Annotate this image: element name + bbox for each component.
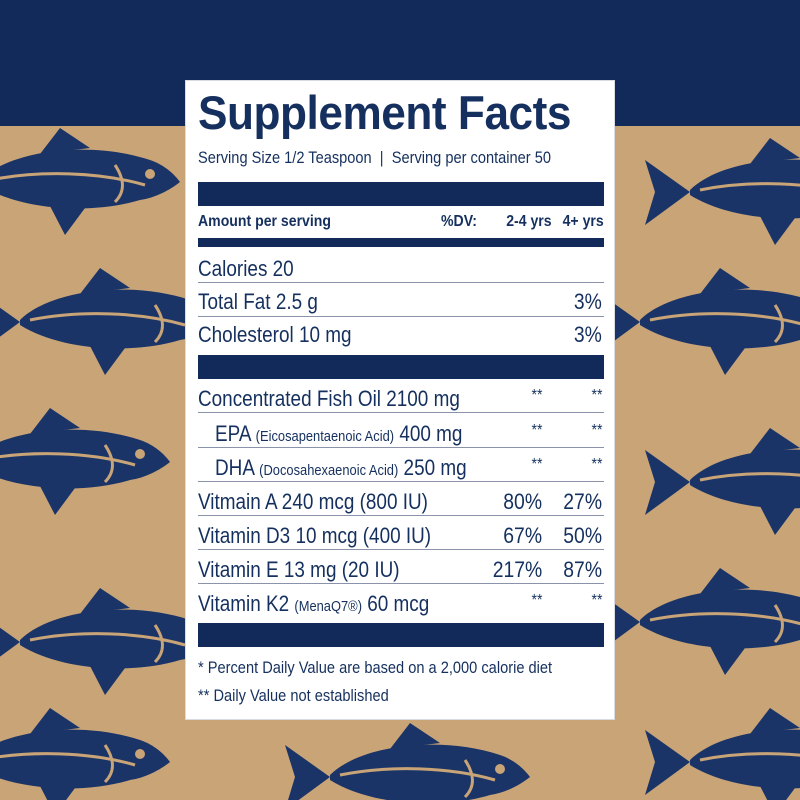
nutrient-label: Vitamin D3 10 mcg (400 IU): [198, 525, 431, 547]
fish-icon: [593, 266, 800, 377]
nutrient-label: Concentrated Fish Oil 2100 mg: [198, 388, 460, 410]
fish-icon: [643, 706, 800, 800]
row-divider: [198, 447, 604, 448]
nutrient-label: Vitamin E 13 mg (20 IU): [198, 559, 400, 581]
dv-4-plus-yrs: **: [591, 592, 602, 609]
fish-icon: [0, 706, 172, 800]
nutrient-name: Cholesterol 10 mg: [198, 322, 352, 347]
nutrient-row: EPA (Eicosapentaenoic Acid) 400 mg ** **: [198, 415, 604, 445]
fish-icon: [0, 406, 172, 517]
nutrient-name: EPA: [215, 421, 256, 446]
nutrient-name: Vitamin E 13 mg (20 IU): [198, 557, 400, 582]
footnote: * Percent Daily Value are based on a 2,0…: [198, 658, 553, 677]
divider-bar: [198, 238, 604, 247]
nutrient-label: DHA (Docosahexaenoic Acid) 250 mg: [215, 457, 467, 479]
nutrient-row: Vitamin D3 10 mcg (400 IU) 67% 50%: [198, 517, 604, 547]
dv-4-plus-yrs: **: [591, 456, 602, 473]
row-divider: [198, 282, 604, 283]
nutrient-name: Vitmain A 240 mcg (800 IU): [198, 489, 428, 514]
header-col1: 2-4 yrs: [506, 213, 552, 230]
footnote: ** Daily Value not established: [198, 686, 389, 705]
row-divider: [198, 583, 604, 584]
nutrient-row: DHA (Docosahexaenoic Acid) 250 mg ** **: [198, 449, 604, 479]
header-col2: 4+ yrs: [562, 213, 604, 230]
dv-4-plus-yrs: 27%: [563, 489, 602, 514]
nutrient-row: Vitmain A 240 mcg (800 IU) 80% 27%: [198, 483, 604, 513]
row-divider: [198, 412, 604, 413]
nutrient-row: Cholesterol 10 mg 3%: [198, 316, 604, 346]
nutrient-amount: 250 mg: [398, 455, 467, 480]
nutrient-row: Concentrated Fish Oil 2100 mg ** **: [198, 380, 604, 410]
nutrient-subname: (Docosahexaenoic Acid): [259, 462, 399, 479]
fish-icon: [593, 566, 800, 677]
nutrient-label: Cholesterol 10 mg: [198, 324, 352, 346]
header-dv: %DV:: [441, 213, 477, 230]
label-title: Supplement Facts: [198, 86, 572, 139]
serving-info: Serving Size 1/2 Teaspoon | Serving per …: [198, 148, 552, 167]
fish-icon: [0, 126, 182, 237]
nutrient-amount: 400 mg: [394, 421, 463, 446]
nutrient-subname: (MenaQ7®): [294, 598, 362, 615]
row-divider: [198, 549, 604, 550]
dv-2-4-yrs: 67%: [503, 523, 542, 548]
row-divider: [198, 316, 604, 317]
row-divider: [198, 481, 604, 482]
divider-bar: [198, 182, 604, 206]
nutrient-name: Vitamin K2: [198, 591, 295, 616]
nutrient-row: Calories 20: [198, 250, 604, 280]
nutrient-subname: (Eicosapentaenoic Acid): [255, 428, 395, 445]
row-divider: [198, 515, 604, 516]
nutrient-label: EPA (Eicosapentaenoic Acid) 400 mg: [215, 423, 462, 445]
divider-bar: [198, 623, 604, 647]
nutrient-row: Vitamin E 13 mg (20 IU) 217% 87%: [198, 551, 604, 581]
dv-4-plus-yrs: **: [591, 387, 602, 404]
dv-2-4-yrs: **: [531, 387, 542, 404]
nutrient-label: Total Fat 2.5 g: [198, 291, 318, 313]
nutrient-name: Vitamin D3 10 mcg (400 IU): [198, 523, 432, 548]
nutrient-label: Vitmain A 240 mcg (800 IU): [198, 491, 428, 513]
dv-4-plus-yrs: **: [591, 422, 602, 439]
dv-4-plus-yrs: 3%: [574, 322, 602, 347]
dv-2-4-yrs: 80%: [503, 489, 542, 514]
dv-4-plus-yrs: 50%: [563, 523, 602, 548]
nutrient-row: Vitamin K2 (MenaQ7®) 60 mcg ** **: [198, 585, 604, 615]
nutrient-name: Total Fat 2.5 g: [198, 289, 318, 314]
nutrient-label: Calories 20: [198, 258, 294, 280]
nutrient-row: Total Fat 2.5 g 3%: [198, 283, 604, 313]
dv-2-4-yrs: **: [531, 456, 542, 473]
divider-bar: [198, 355, 604, 379]
supplement-facts-label: Supplement Facts Serving Size 1/2 Teaspo…: [185, 80, 615, 720]
fish-icon: [643, 426, 800, 537]
fish-icon: [283, 721, 532, 800]
dv-2-4-yrs: 217%: [492, 557, 542, 582]
fish-icon: [643, 136, 800, 247]
dv-2-4-yrs: **: [531, 592, 542, 609]
dv-4-plus-yrs: 3%: [574, 289, 602, 314]
dv-2-4-yrs: **: [531, 422, 542, 439]
nutrient-label: Vitamin K2 (MenaQ7®) 60 mcg: [198, 593, 429, 615]
dv-4-plus-yrs: 87%: [563, 557, 602, 582]
header-amount: Amount per serving: [198, 213, 332, 230]
nutrient-name: DHA: [215, 455, 260, 480]
nutrient-amount: 60 mcg: [361, 591, 430, 616]
nutrient-name: Concentrated Fish Oil 2100 mg: [198, 386, 460, 411]
nutrient-name: Calories 20: [198, 256, 294, 281]
